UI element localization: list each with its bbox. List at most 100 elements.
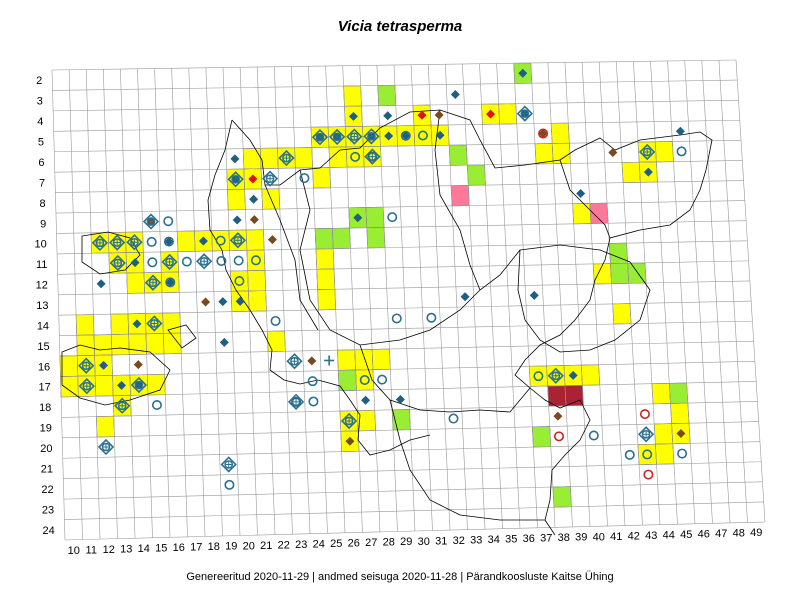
grid-line-vertical [171, 68, 188, 537]
red-diamond-marker [486, 109, 496, 119]
grid-line-horizontal [64, 521, 766, 541]
blue-circle-marker [250, 255, 261, 266]
grid-line-horizontal [59, 340, 754, 357]
blue-diamond-marker [198, 236, 208, 246]
blue-diamond-marker [518, 68, 528, 78]
green-cell [610, 262, 630, 285]
grid-line-vertical [598, 61, 626, 526]
row-label: 3 [37, 96, 43, 108]
target-diamond-outline [364, 148, 381, 165]
brown-diamond-marker [201, 297, 211, 307]
map-title: Vicia tetrasperma [337, 18, 463, 35]
brown-diamond-marker [249, 215, 259, 225]
county-border-6 [389, 399, 545, 521]
target-marker [142, 213, 160, 230]
grid-line-vertical [667, 60, 696, 524]
blue-diamond-marker [117, 380, 127, 390]
column-label: 16 [173, 542, 185, 554]
blue-diamond-marker [460, 292, 470, 302]
yellow-cell [93, 334, 113, 356]
column-label: 23 [295, 539, 307, 551]
blue-circle-marker [377, 374, 388, 385]
row-label: 13 [36, 300, 48, 312]
target-circle [291, 397, 301, 407]
target-circle [231, 174, 240, 184]
row-label: 2 [36, 75, 42, 87]
blue-circle-marker [677, 448, 688, 459]
target-diamond-outline [161, 253, 178, 271]
red-circle-marker [553, 431, 564, 442]
target-marker [91, 234, 109, 252]
target-marker [161, 253, 178, 271]
yellow-cell [247, 269, 267, 292]
row-label: 10 [35, 239, 47, 251]
yellow-cell [145, 333, 165, 355]
yellow-cell [316, 268, 336, 290]
column-label: 38 [558, 532, 570, 544]
yellow-cell [317, 288, 337, 311]
target-diamond-outline [97, 438, 115, 456]
target-circle [199, 257, 209, 266]
blue-circle-marker [151, 400, 162, 411]
blue-diamond-marker [230, 154, 240, 164]
blue-diamond-marker [249, 194, 259, 204]
blue-diamond-marker [361, 395, 371, 405]
target-diamond-outline [329, 128, 346, 146]
target-diamond-outline [363, 128, 380, 145]
column-label: 39 [575, 532, 587, 544]
column-label: 22 [278, 539, 290, 551]
target-circle [368, 152, 377, 161]
grid-line-vertical [393, 64, 416, 532]
grid-line-vertical [239, 67, 258, 536]
green-cell [608, 242, 629, 264]
target-marker [126, 234, 143, 251]
green-cell [314, 228, 334, 250]
target-circle [344, 416, 354, 426]
target-circle [332, 132, 342, 142]
blue-diamond-marker [164, 237, 174, 247]
column-label: 21 [260, 540, 272, 552]
blue-diamond-marker [384, 131, 394, 141]
target-circle [315, 132, 325, 142]
blue-diamond-marker [348, 111, 358, 121]
green-cell [366, 227, 386, 249]
column-label: 20 [243, 540, 255, 552]
target-diamond-outline [130, 376, 148, 394]
target-marker [109, 254, 126, 272]
grid-line-vertical [581, 62, 608, 527]
target-diamond-outline [144, 274, 162, 291]
brown-diamond-marker [538, 129, 548, 139]
yellow-cell [315, 248, 335, 270]
green-cell [668, 382, 689, 404]
blue-diamond-marker [450, 89, 460, 99]
column-label: 33 [470, 534, 482, 546]
map-footer: Genereeritud 2020-11-29 | andmed seisuga… [186, 571, 614, 583]
blue-circle-marker [216, 255, 227, 266]
red-circle-marker [538, 128, 549, 139]
blue-circle-marker [642, 449, 653, 460]
target-circle [117, 401, 127, 411]
grid-line-vertical [376, 65, 398, 532]
blue-circle-marker [676, 146, 687, 157]
county-border-2 [434, 109, 481, 291]
row-label: 22 [41, 484, 53, 496]
target-marker [516, 105, 533, 122]
grid-line-horizontal [63, 481, 763, 500]
saaremaa [61, 344, 171, 406]
target-marker [78, 378, 95, 395]
column-label: 26 [348, 538, 360, 550]
blue-circle-marker [400, 130, 411, 141]
target-circle [101, 442, 111, 452]
blue-diamond-marker [435, 130, 445, 140]
grid-lines [51, 59, 766, 541]
blue-circle-marker [391, 313, 402, 324]
target-circle [165, 257, 174, 267]
yellow-cell [60, 375, 79, 398]
target-circle [233, 235, 243, 245]
grid-line-horizontal [55, 180, 744, 193]
muhu [167, 324, 197, 349]
target-circle [113, 258, 123, 268]
blue-circle-marker [448, 413, 459, 424]
target-circle [81, 361, 91, 371]
blue-diamond-marker [232, 215, 242, 225]
